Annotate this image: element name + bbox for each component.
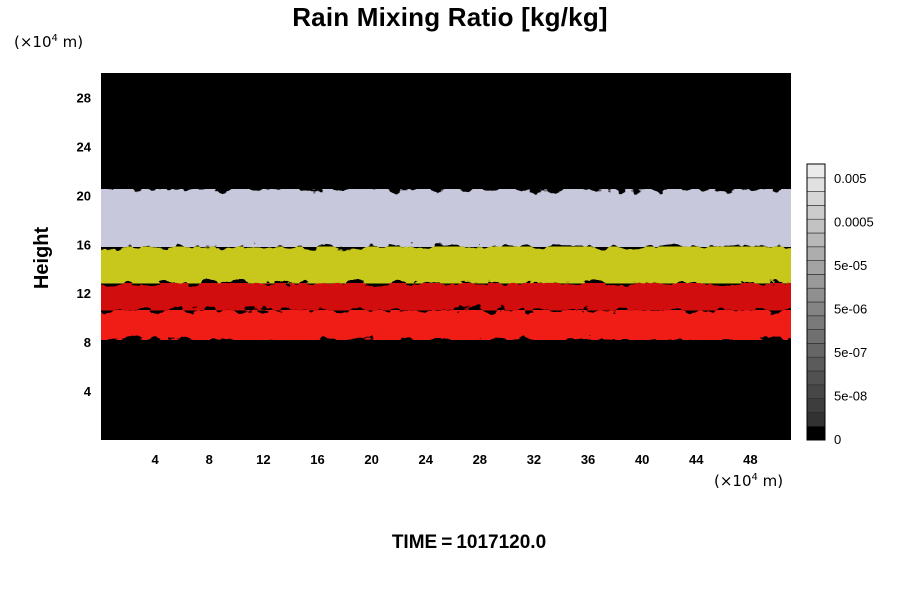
colorbar-label: 5e-07 bbox=[834, 345, 867, 360]
y-unit-suffix: m) bbox=[57, 33, 84, 51]
x-unit-suffix: m) bbox=[757, 472, 784, 490]
colorbar-cell bbox=[806, 370, 826, 386]
y-unit-exponent: 4 bbox=[51, 33, 58, 44]
colorbar-cell bbox=[806, 232, 826, 248]
colorbar-cell bbox=[806, 218, 826, 234]
colorbar-label: 5e-08 bbox=[834, 389, 867, 404]
time-equals: = bbox=[441, 532, 453, 553]
x-tick-label: 36 bbox=[581, 452, 595, 467]
colorbar-cell bbox=[806, 260, 826, 275]
x-tick-label: 48 bbox=[743, 452, 757, 467]
colorbar-cell bbox=[806, 315, 826, 330]
x-tick-label: 32 bbox=[527, 452, 541, 467]
band-bluish-white-layer bbox=[101, 189, 791, 247]
colorbar-cell bbox=[806, 205, 826, 220]
x-tick-label: 16 bbox=[310, 452, 324, 467]
colorbar-label: 0 bbox=[834, 432, 841, 447]
y-tick-label: 20 bbox=[77, 188, 91, 203]
colorbar-label: 0.005 bbox=[834, 171, 867, 186]
y-tick-label: 4 bbox=[84, 384, 92, 399]
time-value: 1017120.0 bbox=[456, 532, 547, 553]
y-tick-label: 28 bbox=[77, 90, 91, 105]
colorbar-cell bbox=[806, 343, 826, 358]
x-unit-prefix: (×10 bbox=[714, 472, 752, 490]
colorbar-cell bbox=[806, 356, 826, 372]
colorbar-frame bbox=[806, 163, 826, 441]
colorbar-cell bbox=[806, 398, 826, 413]
chart-title: Rain Mixing Ratio [kg/kg] bbox=[292, 2, 608, 32]
band-lower-red-blobs bbox=[101, 310, 791, 340]
colorbar: 0.005 0.0005 5e-05 5e-06 5e-07 5e-08 0 bbox=[806, 163, 874, 447]
x-unit-exponent: 4 bbox=[751, 472, 758, 483]
y-tick-label: 8 bbox=[84, 335, 91, 350]
x-tick-label: 28 bbox=[473, 452, 487, 467]
x-tick-label: 12 bbox=[256, 452, 270, 467]
time-label: TIME bbox=[391, 532, 438, 553]
x-tick-label: 4 bbox=[152, 452, 160, 467]
colorbar-cell bbox=[806, 191, 826, 206]
colorbar-label: 0.0005 bbox=[834, 215, 874, 230]
colorbar-cell bbox=[806, 246, 826, 261]
colorbar-cell bbox=[806, 274, 826, 289]
band-red-layer bbox=[101, 283, 791, 311]
x-tick-label: 44 bbox=[689, 452, 704, 467]
x-tick-label: 8 bbox=[206, 452, 213, 467]
colorbar-label: 5e-06 bbox=[834, 302, 867, 317]
y-tick-label: 12 bbox=[77, 286, 91, 301]
x-axis-unit: (×104 m) bbox=[714, 472, 783, 490]
x-tick-label: 20 bbox=[364, 452, 378, 467]
heatmap-field bbox=[101, 73, 791, 440]
colorbar-cell bbox=[806, 425, 826, 441]
colorbar-cell bbox=[806, 163, 826, 179]
x-tick-label: 40 bbox=[635, 452, 649, 467]
band-yellow-layer bbox=[101, 246, 791, 284]
colorbar-label: 5e-05 bbox=[834, 258, 867, 273]
colorbar-cell bbox=[806, 384, 826, 399]
y-axis-unit: (×104 m) bbox=[14, 33, 83, 51]
colorbar-cell bbox=[806, 177, 826, 192]
colorbar-cell bbox=[806, 301, 826, 317]
colorbar-cell bbox=[806, 329, 826, 344]
x-tick-label: 24 bbox=[418, 452, 433, 467]
y-unit-prefix: (×10 bbox=[14, 33, 52, 51]
y-tick-label: 16 bbox=[77, 237, 91, 252]
y-tick-label: 24 bbox=[77, 139, 92, 154]
colorbar-cell bbox=[806, 287, 826, 303]
time-readout: TIME = 1017120.0 bbox=[0, 532, 900, 554]
colorbar-cell bbox=[806, 412, 826, 427]
